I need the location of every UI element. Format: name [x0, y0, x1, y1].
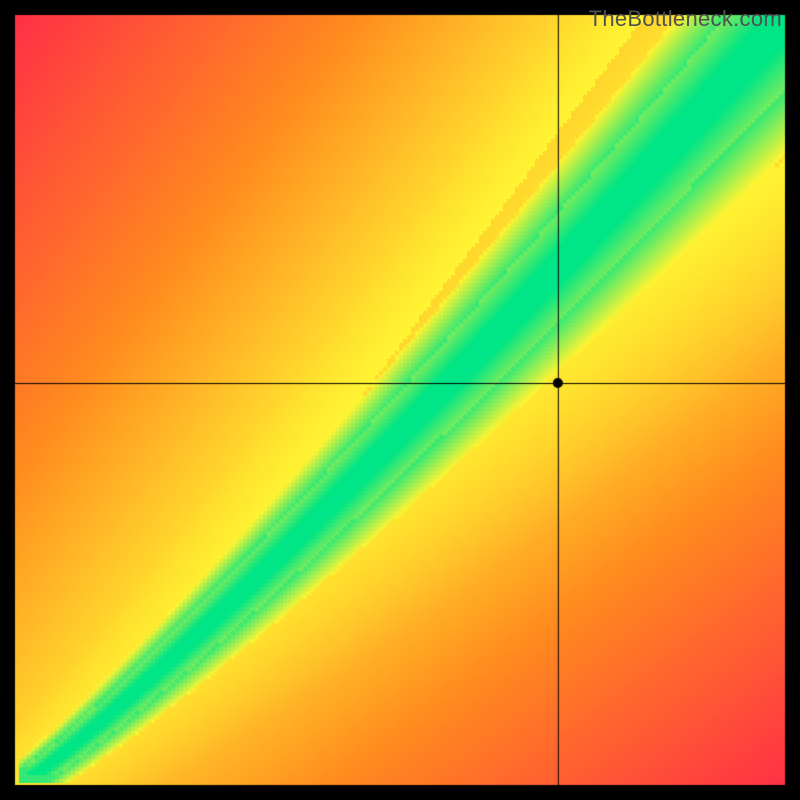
chart-container: TheBottleneck.com: [0, 0, 800, 800]
heatmap-canvas: [0, 0, 800, 800]
watermark-text: TheBottleneck.com: [589, 6, 782, 32]
